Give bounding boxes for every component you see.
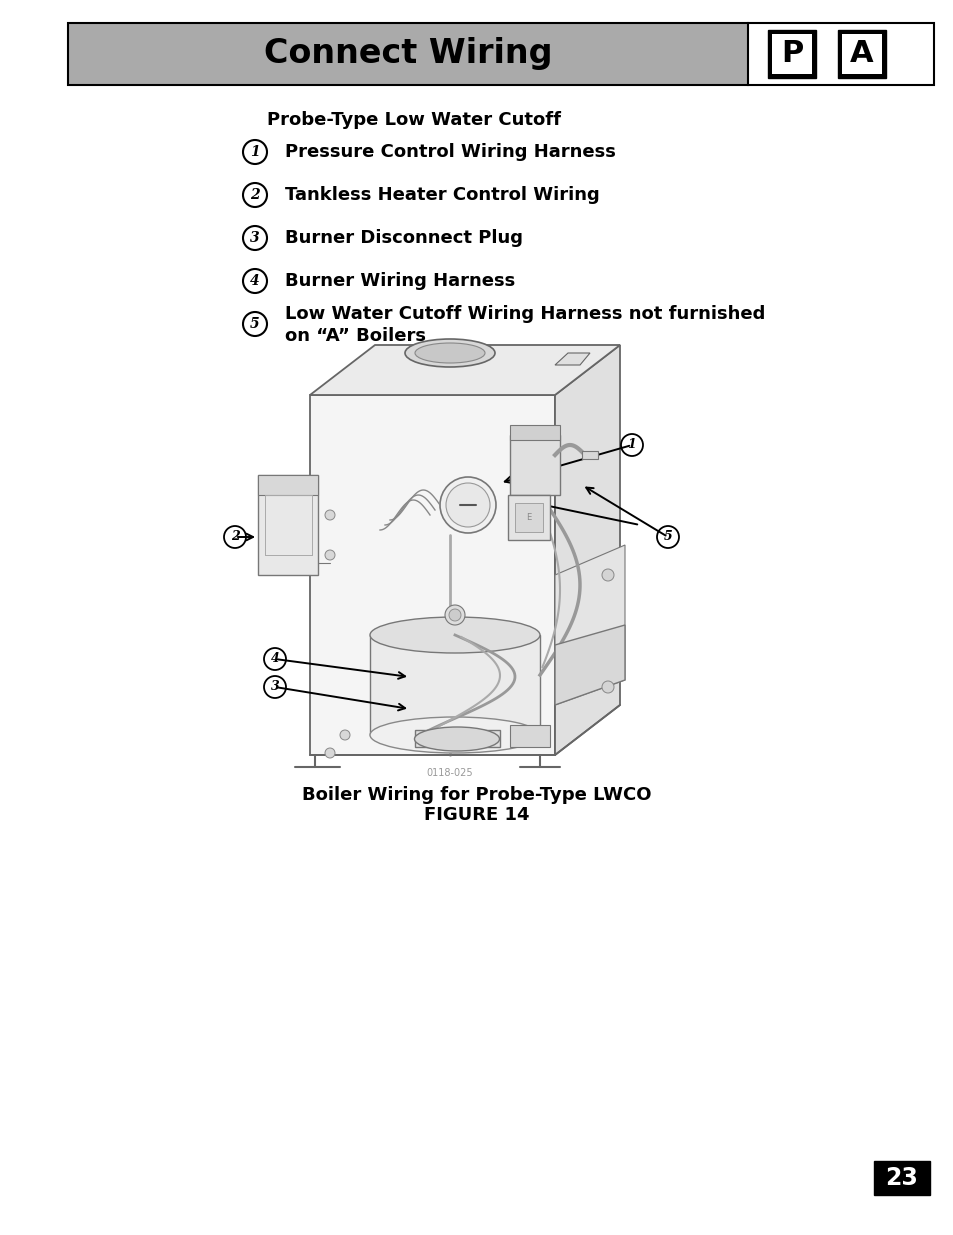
Circle shape — [446, 483, 490, 527]
Bar — [747, 23, 933, 85]
Circle shape — [601, 569, 614, 580]
Text: 3: 3 — [271, 680, 279, 694]
Text: P: P — [781, 40, 802, 68]
Polygon shape — [581, 451, 598, 459]
Text: Burner Disconnect Plug: Burner Disconnect Plug — [285, 228, 522, 247]
Bar — [841, 35, 882, 74]
Polygon shape — [257, 475, 317, 495]
Text: Pressure Control Wiring Harness: Pressure Control Wiring Harness — [285, 143, 616, 161]
Ellipse shape — [370, 618, 539, 653]
Ellipse shape — [415, 343, 484, 363]
Bar — [68, 23, 933, 85]
Text: 4: 4 — [271, 652, 279, 666]
Ellipse shape — [414, 727, 499, 751]
Polygon shape — [370, 635, 539, 735]
Bar — [837, 30, 885, 78]
Text: 5: 5 — [250, 317, 259, 331]
Text: Tankless Heater Control Wiring: Tankless Heater Control Wiring — [285, 186, 599, 204]
Polygon shape — [310, 345, 619, 395]
Text: 0118-025: 0118-025 — [426, 768, 473, 778]
Circle shape — [325, 748, 335, 758]
Text: on “A” Boilers: on “A” Boilers — [285, 327, 426, 345]
Text: 3: 3 — [250, 231, 259, 245]
Polygon shape — [555, 345, 619, 755]
Polygon shape — [510, 425, 559, 440]
Polygon shape — [507, 495, 550, 540]
Polygon shape — [510, 725, 550, 747]
Text: Probe-Type Low Water Cutoff: Probe-Type Low Water Cutoff — [267, 111, 560, 128]
Circle shape — [444, 605, 464, 625]
Text: 2: 2 — [231, 531, 239, 543]
Text: FIGURE 14: FIGURE 14 — [424, 806, 529, 824]
Polygon shape — [257, 475, 317, 576]
Ellipse shape — [405, 338, 495, 367]
Circle shape — [601, 680, 614, 693]
Text: Boiler Wiring for Probe-Type LWCO: Boiler Wiring for Probe-Type LWCO — [302, 785, 651, 804]
Text: 4: 4 — [250, 274, 259, 288]
Text: 1: 1 — [627, 438, 636, 452]
Text: E: E — [526, 513, 531, 521]
Text: Low Water Cutoff Wiring Harness not furnished: Low Water Cutoff Wiring Harness not furn… — [285, 305, 764, 324]
Circle shape — [325, 510, 335, 520]
Polygon shape — [310, 395, 555, 755]
Ellipse shape — [370, 718, 539, 753]
Circle shape — [439, 477, 496, 534]
Bar — [68, 23, 747, 85]
Bar — [767, 30, 815, 78]
Text: 5: 5 — [663, 531, 672, 543]
Text: Connect Wiring: Connect Wiring — [263, 37, 552, 70]
Text: 2: 2 — [250, 188, 259, 203]
Polygon shape — [555, 353, 589, 366]
Polygon shape — [510, 435, 559, 495]
Text: 23: 23 — [884, 1166, 918, 1191]
Polygon shape — [515, 503, 542, 532]
Circle shape — [325, 550, 335, 559]
Circle shape — [339, 730, 350, 740]
Text: A: A — [849, 40, 873, 68]
Polygon shape — [555, 545, 624, 705]
Bar — [873, 1161, 929, 1195]
Bar — [771, 35, 811, 74]
Polygon shape — [415, 730, 499, 747]
Text: Burner Wiring Harness: Burner Wiring Harness — [285, 272, 515, 290]
Text: 1: 1 — [250, 144, 259, 159]
Circle shape — [449, 609, 460, 621]
Polygon shape — [555, 625, 624, 705]
